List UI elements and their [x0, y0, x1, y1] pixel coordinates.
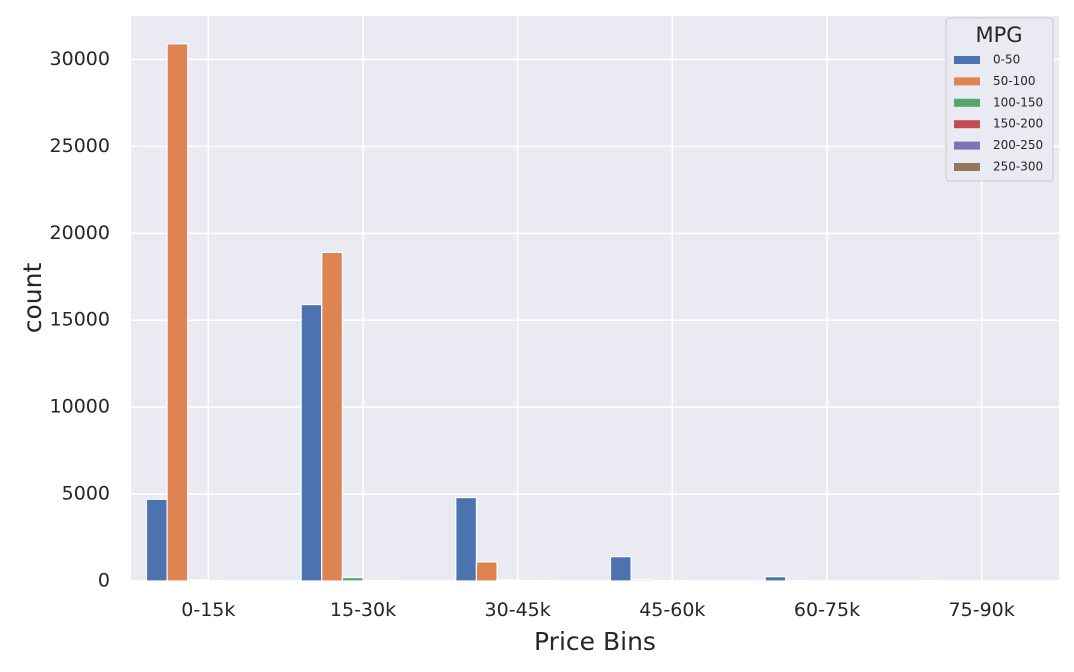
y-tick-label: 0 — [98, 570, 110, 592]
y-tick-label: 15000 — [50, 309, 110, 331]
bar-150-200-15-30k — [362, 579, 385, 582]
legend-items: 0-50 50-100 100-150 150-200 200-250 250-300 — [954, 53, 1043, 174]
legend-title: MPG — [975, 23, 1022, 47]
legend-label: 250-300 — [993, 160, 1043, 174]
legend-swatch — [954, 163, 980, 171]
legend-swatch — [954, 98, 980, 107]
legend-swatch — [954, 77, 980, 86]
legend-swatch — [954, 56, 980, 64]
y-tick-label: 30000 — [50, 48, 110, 70]
bar-0-50-60-75k — [764, 576, 787, 582]
bar-150-200-30-45k — [517, 579, 539, 582]
bar-0-50-0-15k — [145, 498, 168, 582]
plot-background — [131, 16, 1059, 581]
x-tick-label: 15-30k — [330, 599, 396, 621]
legend-swatch — [954, 141, 980, 150]
grid-lines — [131, 16, 1059, 582]
x-tick-labels: 0-15k 15-30k 30-45k 45-60k 60-75k 75-90k — [181, 599, 1015, 621]
x-tick-label: 30-45k — [485, 599, 551, 621]
bar-0-50-15-30k — [300, 303, 323, 582]
bar-100-150-15-30k — [341, 576, 364, 582]
y-tick-label: 10000 — [50, 396, 110, 418]
y-axis-title: count — [18, 263, 47, 334]
bar-50-100-30-45k — [475, 561, 498, 582]
y-tick-label: 5000 — [62, 483, 110, 505]
bar-100-150-30-45k — [496, 579, 519, 582]
legend-label: 0-50 — [993, 53, 1020, 67]
x-axis-title: Price Bins — [534, 627, 656, 656]
x-tick-label: 60-75k — [794, 599, 860, 621]
bar-50-100-0-15k — [166, 43, 189, 582]
bar-0-50-75-90k — [919, 579, 942, 582]
legend-label: 150-200 — [993, 117, 1043, 131]
legend-label: 50-100 — [993, 74, 1036, 88]
legend-label: 200-250 — [993, 138, 1043, 152]
bar-100-150-0-15k — [187, 579, 209, 582]
bar-0-50-45-60k — [609, 556, 632, 582]
legend-label: 100-150 — [993, 95, 1043, 109]
legend: MPG 0-50 50-100 100-150 150-200 200-250 250-3… — [945, 17, 1054, 182]
bars — [145, 43, 942, 582]
bar-50-100-15-30k — [321, 251, 343, 582]
x-tick-label: 75-90k — [949, 599, 1015, 621]
y-tick-labels: 0 5000 10000 15000 20000 25000 30000 — [50, 48, 110, 592]
bar-50-100-45-60k — [630, 579, 653, 582]
y-tick-label: 20000 — [50, 222, 110, 244]
bar-0-50-30-45k — [455, 496, 478, 582]
y-tick-label: 25000 — [50, 135, 110, 157]
x-tick-label: 45-60k — [639, 599, 705, 621]
legend-swatch — [954, 120, 980, 129]
x-tick-label: 0-15k — [181, 599, 235, 621]
